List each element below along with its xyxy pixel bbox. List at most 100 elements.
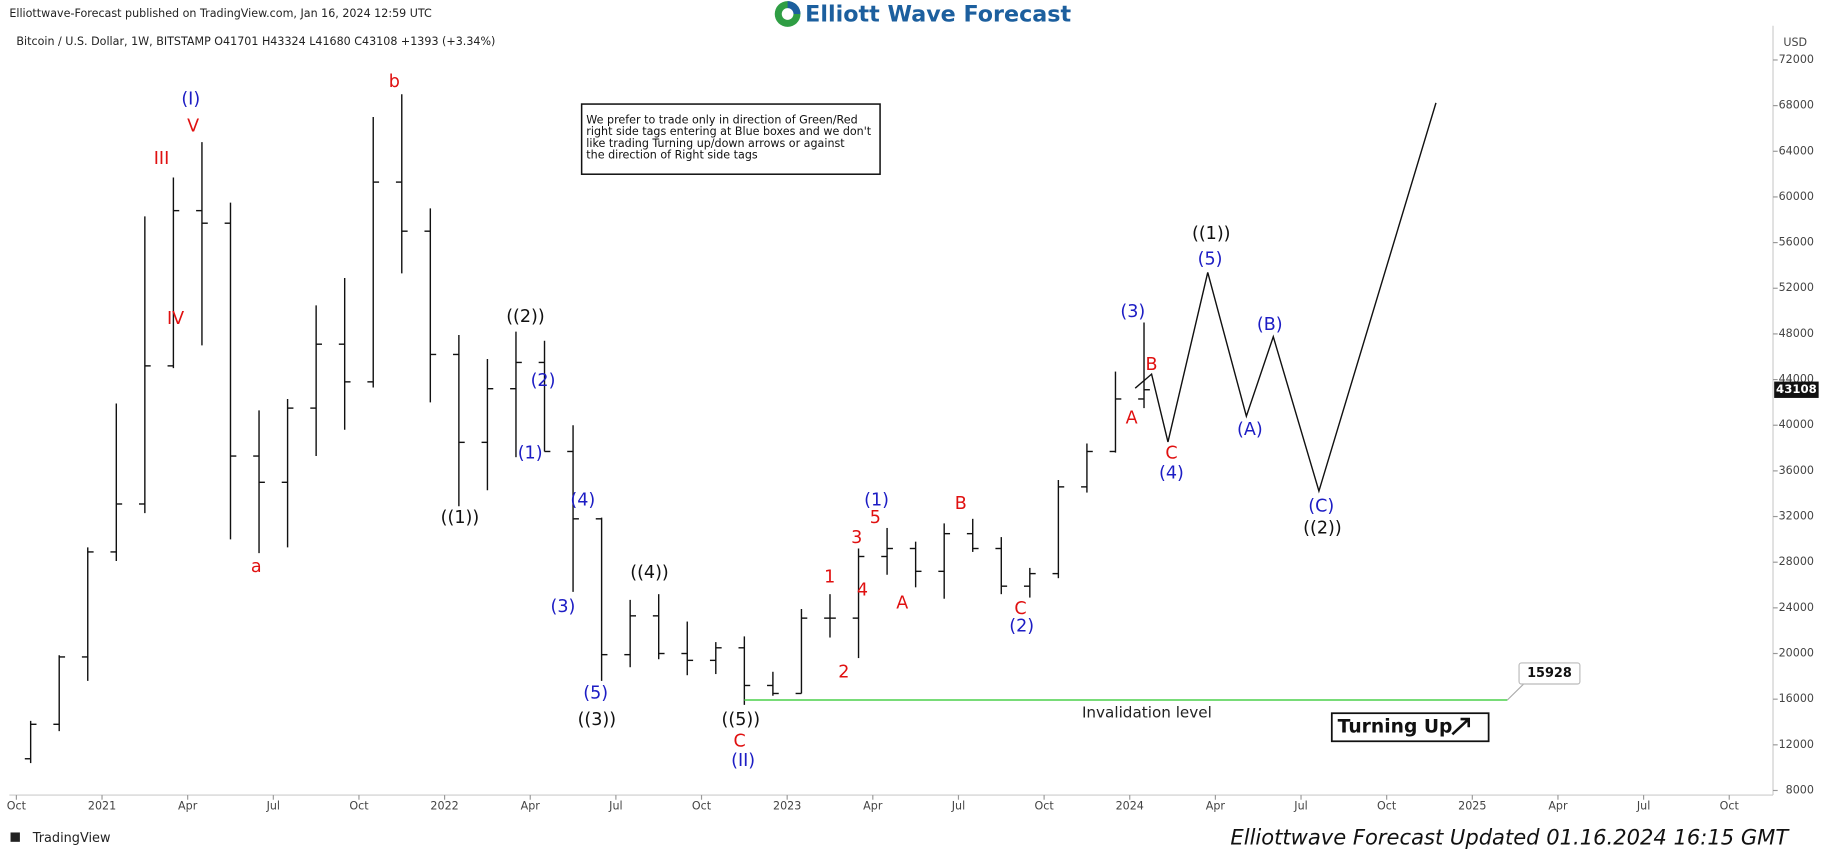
signal-arrow	[1451, 717, 1471, 736]
wave-label: 1	[824, 568, 835, 588]
x-tick-label: 2023	[773, 800, 801, 813]
wave-label: (5)	[1198, 250, 1223, 270]
wave-label: (4)	[570, 490, 595, 510]
wave-label: ((1))	[441, 508, 480, 528]
invalidation-label: Invalidation level	[1082, 703, 1212, 721]
y-tick-label: 28000	[1779, 555, 1814, 568]
x-tick-label: Jul	[1293, 800, 1307, 813]
y-tick-label: 48000	[1779, 327, 1814, 340]
note-line: like trading Turning up/down arrows or a…	[586, 137, 845, 150]
wave-label: 2	[838, 662, 849, 682]
projection-path	[1134, 102, 1437, 494]
invalidation-tag	[1518, 662, 1581, 685]
x-tick-label: Oct	[7, 800, 27, 813]
y-tick-label: 40000	[1779, 418, 1814, 431]
last-price-label: 43108	[1776, 382, 1817, 396]
wave-label: a	[251, 557, 262, 577]
note-line: the direction of Right side tags	[586, 149, 758, 162]
x-tick-label: Jul	[1636, 800, 1650, 813]
x-tick-label: 2025	[1458, 800, 1486, 813]
y-tick-label: 8000	[1786, 783, 1814, 796]
brand: Elliott Wave Forecast	[805, 2, 1071, 28]
x-tick-label: Oct	[692, 800, 712, 813]
wave-label: (5)	[583, 683, 608, 703]
x-tick-label: Jul	[608, 800, 622, 813]
wave-label: (1)	[518, 444, 543, 464]
note-box	[580, 103, 881, 175]
wave-label: (II)	[731, 751, 755, 771]
wave-label: 5	[870, 508, 881, 528]
wave-label: V	[187, 116, 199, 136]
symbol-line: Bitcoin / U.S. Dollar, 1W, BITSTAMP O417…	[16, 35, 495, 48]
y-tick-label: 72000	[1779, 53, 1814, 66]
x-tick-label: Oct	[1720, 800, 1740, 813]
publisher: Elliottwave-Forecast published on Tradin…	[9, 7, 432, 20]
y-tick-label: 12000	[1779, 738, 1814, 751]
x-tick-label: 2022	[430, 800, 458, 813]
y-tick-label: 56000	[1779, 236, 1814, 249]
y-tick-label: 52000	[1779, 281, 1814, 294]
last-price-tag	[1774, 381, 1819, 398]
wave-label: 4	[857, 580, 868, 600]
x-tick-label: Apr	[178, 800, 198, 813]
y-tick-label: 20000	[1779, 647, 1814, 660]
wave-label: III	[154, 149, 170, 169]
x-tick-label: Oct	[1034, 800, 1054, 813]
wave-label: ((1))	[1192, 224, 1231, 244]
wave-label: b	[389, 72, 400, 92]
y-tick-label: 32000	[1779, 510, 1814, 523]
footer: Elliottwave Forecast Updated 01.16.2024 …	[1230, 824, 1790, 849]
y-tick-label: 64000	[1779, 144, 1814, 157]
y-tick-label: 36000	[1779, 464, 1814, 477]
wave-label: (I)	[181, 89, 200, 109]
x-tick-label: 2024	[1116, 800, 1144, 813]
wave-label: C	[1014, 599, 1026, 619]
y-tick-label: 68000	[1779, 99, 1814, 112]
x-tick-label: Jul	[951, 800, 965, 813]
wave-label: ((2))	[1303, 518, 1342, 538]
wave-label: 3	[851, 528, 862, 548]
invalidation-leader	[1506, 682, 1526, 701]
wave-label: (C)	[1308, 496, 1334, 516]
wave-label: (A)	[1237, 420, 1263, 440]
wave-label: A	[1126, 409, 1138, 429]
wave-label: B	[1146, 355, 1158, 375]
wave-label: (2)	[531, 371, 556, 391]
x-tick-label: Apr	[521, 800, 541, 813]
logo-icon-core	[781, 8, 794, 20]
wave-label: (4)	[1159, 464, 1184, 484]
wave-label: ((4))	[630, 563, 669, 583]
wave-label: (B)	[1257, 315, 1283, 335]
wave-label: ((5))	[722, 710, 761, 730]
invalidation-value: 15928	[1527, 666, 1572, 681]
y-tick-label: 16000	[1779, 692, 1814, 705]
wave-label: (3)	[550, 597, 575, 617]
x-tick-label: Oct	[1377, 800, 1397, 813]
wave-label: ((2))	[506, 307, 545, 327]
wave-label: (3)	[1120, 302, 1145, 322]
wave-label: IV	[167, 309, 184, 329]
x-tick-label: Jul	[266, 800, 280, 813]
x-tick-label: Apr	[1548, 800, 1568, 813]
x-tick-label: Oct	[349, 800, 369, 813]
signal-text: Turning Up	[1338, 717, 1453, 738]
wave-label: B	[955, 494, 967, 514]
x-tick-label: 2021	[88, 800, 116, 813]
y-tick-label: 60000	[1779, 190, 1814, 203]
wave-label: A	[896, 593, 908, 613]
platform-icon	[10, 832, 20, 842]
currency: USD	[1783, 36, 1807, 49]
x-tick-label: Apr	[863, 800, 883, 813]
x-tick-label: Apr	[1206, 800, 1226, 813]
note-line: We prefer to trade only in direction of …	[586, 113, 857, 126]
wave-label: C	[734, 731, 746, 751]
wave-label: (2)	[1009, 617, 1034, 637]
y-tick-label: 24000	[1779, 601, 1814, 614]
wave-label: C	[1165, 444, 1177, 464]
note-line: right side tags entering at Blue boxes a…	[586, 125, 871, 138]
wave-label: ((3))	[578, 710, 617, 730]
platform: TradingView	[32, 831, 111, 846]
